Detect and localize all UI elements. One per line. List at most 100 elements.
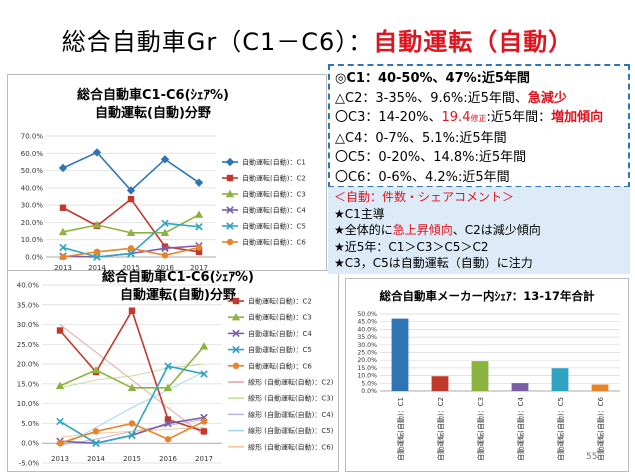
data-point: [127, 195, 135, 203]
data-point: [160, 155, 170, 164]
data-point: [200, 370, 208, 378]
x-tick-label: 2016: [159, 455, 177, 463]
legend-label: 線形 (自動運転(自動)：C6): [248, 442, 334, 451]
y-tick-label: 20.0%: [17, 361, 40, 369]
summary-line-c2: △C2：3-35%、9.6%:近5年間、急減少: [335, 89, 623, 109]
legend-label: 自動運転(自動)：C3: [242, 190, 306, 199]
comment-header: ＜自動：件数・シェアコメント＞: [334, 190, 515, 204]
data-point: [92, 148, 102, 157]
legend-label: 自動運転(自動)：C1: [242, 158, 306, 167]
chart1-svg: 0.0% 10.0% 20.0% 30.0% 40.0% 50.0% 60.0% 70.0% 2…: [21, 133, 307, 273]
y-tick-label: 40.0%: [357, 326, 377, 333]
legend-marker: [231, 313, 241, 321]
y-tick-label: 10.0%: [21, 236, 44, 244]
y-tick-label: 70.0%: [21, 133, 44, 141]
bar-chart-panel: 総合自動車メーカー内ｼｪｱ：13-17年合計 0.0% 5.0% 10.0% 15.0…: [345, 278, 629, 472]
legend-label: 自動運転(自動)：C6: [248, 361, 312, 370]
legend-label: 線形 (自動運転(自動)：C2): [248, 378, 334, 387]
summary-text: :近5年間：: [486, 110, 552, 125]
y-tick-label: 5.0%: [361, 380, 377, 387]
chart3-svg: 0.0%5.0%10.0%15.0%20.0%25.0%30.0%35.0%40…: [357, 311, 620, 461]
summary-text: ：40-50%、47%:近5年間: [364, 71, 530, 86]
data-point: [56, 440, 64, 447]
y-tick-label: 0.0%: [25, 254, 43, 262]
data-point: [161, 219, 169, 228]
star-icon: ★: [334, 239, 345, 254]
x-tick-label: 2013: [54, 264, 72, 272]
summary-text: ：0-7%、5.1%:近5年間: [362, 130, 507, 146]
comment-text: C3，C5は自動運転（自動）に注力: [344, 256, 533, 270]
summary-code: C3: [348, 110, 366, 125]
x-tick-label: 自動運転(自動)：C4: [516, 396, 525, 460]
comment-text: 全体的に: [344, 223, 393, 237]
comment-text: C1主導: [344, 206, 385, 221]
comment-item: ★全体的に急上昇傾向、C2は減少傾向: [334, 222, 624, 239]
y-tick-label: -5.0%: [19, 460, 40, 468]
chart1-title: 総合自動車C1-C6(ｼｪｱ%): [77, 88, 229, 103]
legend-marker: [226, 238, 234, 246]
star-icon: ★: [334, 223, 345, 237]
legend-marker: [232, 345, 240, 354]
data-point: [126, 228, 136, 236]
data-point: [55, 381, 65, 390]
y-tick-label: 10.0%: [17, 400, 40, 408]
legend-marker: [226, 174, 234, 182]
data-point: [195, 244, 203, 251]
star-icon: ★: [334, 256, 345, 270]
y-tick-label: 30.0%: [357, 342, 377, 349]
y-tick-label: 45.0%: [357, 319, 377, 326]
comment-text: 近5年：C1＞C3＞C5＞C2: [344, 239, 489, 254]
x-tick-label: 2015: [122, 264, 140, 272]
data-point: [161, 244, 169, 253]
title-sub: 自動運転（自動）: [373, 28, 574, 56]
legend-label: 自動運転(自動)：C6: [242, 238, 306, 247]
summary-code: C2: [345, 90, 363, 106]
y-tick-label: 15.0%: [17, 380, 40, 388]
comment-item: ★C1主導: [334, 206, 624, 223]
y-tick-label: 15.0%: [357, 365, 377, 372]
data-point: [195, 248, 203, 256]
summary-emphasis: 増加傾向: [551, 110, 604, 125]
legend-label: 線形 (自動運転(自動)：C4): [248, 410, 334, 419]
y-tick-label: 60.0%: [21, 150, 44, 158]
data-point: [59, 243, 67, 252]
summary-text: ：0-6%、4.2%:近5年間: [365, 169, 510, 185]
chart1-subtitle: 自動運転(自動)分野: [95, 106, 211, 121]
y-tick-label: 10.0%: [357, 373, 377, 380]
series-line: [59, 345, 205, 389]
data-point: [128, 420, 136, 427]
legend-label: 自動運転(自動)：C5: [248, 345, 312, 354]
summary-text: ：3-35%、9.6%:近5年間、: [362, 90, 528, 106]
bar: [511, 383, 529, 391]
x-tick-label: 自動運転(自動)：C1: [396, 397, 405, 461]
summary-text: ：14-20%、: [365, 110, 442, 125]
page-number: 55: [586, 452, 598, 462]
bar: [471, 361, 489, 391]
chart1-title-block: 総合自動車C1-C6(ｼｪｱ%) 自動運転(自動)分野: [8, 87, 298, 123]
summary-code: C5: [348, 150, 366, 165]
summary-mark: 〇: [335, 110, 349, 125]
x-tick-label: 2013: [51, 455, 69, 463]
data-point: [164, 416, 172, 423]
summary-code: C6: [348, 169, 366, 185]
y-tick-label: 50.0%: [357, 311, 377, 318]
page-title: 総合自動車Gr（C1－C6）：自動運転（自動）: [0, 22, 635, 57]
comment-red-text: 急上昇傾向: [392, 223, 453, 237]
summary-mark: △: [335, 130, 345, 146]
summary-code: C1: [346, 71, 365, 86]
summary-line-c6: 〇C6：0-6%、4.2%:近5年間: [335, 168, 623, 188]
x-tick-label: 自動運転(自動)：C5: [556, 397, 565, 461]
bar: [391, 318, 409, 391]
y-tick-label: 30.0%: [17, 321, 40, 329]
summary-mark: △: [335, 90, 345, 106]
data-point: [127, 249, 135, 258]
comment-text: 、C2は減少傾向: [452, 223, 541, 237]
data-point: [200, 418, 208, 425]
y-tick-label: 5.0%: [21, 420, 39, 428]
legend-marker: [226, 206, 234, 214]
data-point: [164, 436, 172, 443]
y-tick-label: 40.0%: [17, 282, 40, 290]
chart2-subtitle: 自動運転(自動)分野: [120, 288, 236, 303]
trendline: [59, 363, 205, 389]
y-tick-label: 20.0%: [21, 219, 44, 227]
